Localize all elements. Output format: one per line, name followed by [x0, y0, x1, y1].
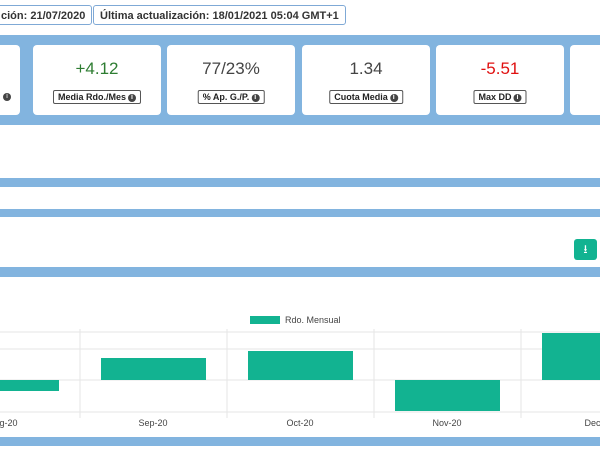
download-button[interactable]: ⭳: [574, 239, 597, 260]
stat-label-text: Max DD: [478, 92, 511, 102]
info-icon: i: [251, 94, 259, 102]
stat-card: +4.12 Media Rdo./Mesi: [33, 45, 161, 115]
legend-label: Rdo. Mensual: [285, 315, 341, 325]
band: [0, 178, 600, 187]
stat-label: Max DDi: [473, 90, 526, 104]
stat-label-text: Media Rdo./Mes: [58, 92, 126, 102]
legend-swatch: [250, 316, 280, 324]
info-icon: i: [128, 94, 136, 102]
stat-value: -5.51: [436, 59, 564, 79]
stat-label: Cuota Mediai: [329, 90, 403, 104]
x-tick-label: Sep-20: [138, 418, 167, 428]
badge: Última actualización: 18/01/2021 05:04 G…: [93, 5, 346, 25]
band: [0, 209, 600, 217]
band: [0, 437, 600, 446]
info-icon: i: [514, 94, 522, 102]
stat-card: [570, 45, 600, 115]
stat-label: Media Rdo./Mesi: [53, 90, 141, 104]
band: [0, 267, 600, 277]
x-tick-label: Dec-: [584, 418, 600, 428]
x-tick-label: Oct-20: [286, 418, 313, 428]
stat-label-text: % Ap. G./P.: [203, 92, 250, 102]
info-icon: i: [3, 93, 11, 101]
bar: [248, 351, 353, 380]
bar: [542, 333, 600, 380]
stat-card: i: [0, 45, 20, 115]
badge: ción: 21/07/2020: [0, 5, 92, 25]
stat-card: 77/23% % Ap. G./P.i: [167, 45, 295, 115]
stat-value: 77/23%: [167, 59, 295, 79]
x-tick-label: Nov-20: [432, 418, 461, 428]
bar: [0, 380, 59, 391]
bar: [395, 380, 500, 411]
chart: Rdo. Mensual ug-20 Sep-20 Oct-20 Nov-20 Dec-: [0, 287, 600, 437]
stat-value: 1.34: [302, 59, 430, 79]
info-icon: i: [390, 94, 398, 102]
stat-card: -5.51 Max DDi: [436, 45, 564, 115]
x-tick-label: ug-20: [0, 418, 18, 428]
stat-label: % Ap. G./P.i: [198, 90, 265, 104]
stat-card: 1.34 Cuota Mediai: [302, 45, 430, 115]
bar: [101, 358, 206, 380]
stat-value: +4.12: [33, 59, 161, 79]
stat-label-text: Cuota Media: [334, 92, 388, 102]
